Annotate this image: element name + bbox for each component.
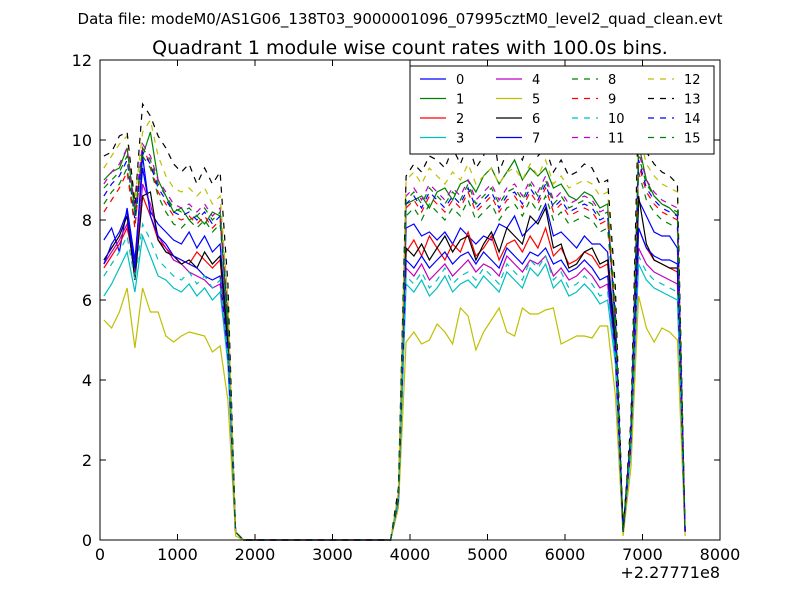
- series-layer: [103, 99, 686, 541]
- x-tick-label: 1000: [157, 545, 198, 564]
- legend-box: [409, 65, 715, 155]
- series-line-2: [103, 195, 686, 541]
- x-tick-label: 5000: [467, 545, 508, 564]
- series-line-0: [103, 167, 686, 541]
- y-tick-label: 6: [82, 291, 92, 310]
- legend-label-15: 15: [684, 132, 701, 147]
- legend-label-3: 3: [456, 132, 464, 147]
- legend-label-2: 2: [456, 112, 464, 127]
- y-tick-label: 2: [82, 451, 92, 470]
- x-tick-label: 4000: [390, 545, 431, 564]
- series-line-8: [103, 154, 686, 541]
- legend-label-9: 9: [608, 93, 616, 108]
- series-line-12: [103, 118, 686, 541]
- legend-label-4: 4: [532, 73, 540, 88]
- x-offset-label: +2.27771e8: [620, 563, 720, 582]
- x-tick-label: 8000: [700, 545, 741, 564]
- legend-label-12: 12: [684, 73, 701, 88]
- x-tick-label: 2000: [235, 545, 276, 564]
- legend-label-0: 0: [456, 73, 464, 88]
- suptitle: Data file: modeM0/AS1G06_138T03_90000010…: [78, 10, 723, 29]
- x-tick-label: 3000: [312, 545, 353, 564]
- series-line-13: [103, 99, 686, 541]
- y-tick-label: 0: [82, 531, 92, 550]
- legend-label-14: 14: [684, 112, 701, 127]
- x-tick-label: 0: [95, 545, 105, 564]
- y-tick-label: 10: [72, 131, 92, 150]
- series-line-5: [103, 287, 686, 541]
- x-tick-label: 7000: [622, 545, 663, 564]
- legend-label-7: 7: [532, 132, 540, 147]
- legend-label-13: 13: [684, 93, 701, 108]
- chart-title: Quadrant 1 module wise count rates with …: [152, 37, 668, 59]
- legend-label-11: 11: [608, 132, 625, 147]
- y-tick-label: 12: [72, 51, 92, 70]
- x-tick-label: 6000: [545, 545, 586, 564]
- legend-label-8: 8: [608, 73, 616, 88]
- axes-layer: 0 1000 2000 3000 4000 5000 6000 7000 80000246810…: [72, 51, 741, 582]
- legend-label-6: 6: [532, 112, 540, 127]
- legend-label-1: 1: [456, 93, 464, 108]
- series-line-10: [103, 221, 686, 541]
- series-line-3: [103, 233, 686, 541]
- series-line-11: [103, 142, 686, 541]
- y-tick-label: 8: [82, 211, 92, 230]
- legend-label-5: 5: [532, 93, 540, 108]
- legend-label-10: 10: [608, 112, 625, 127]
- y-tick-label: 4: [82, 371, 92, 390]
